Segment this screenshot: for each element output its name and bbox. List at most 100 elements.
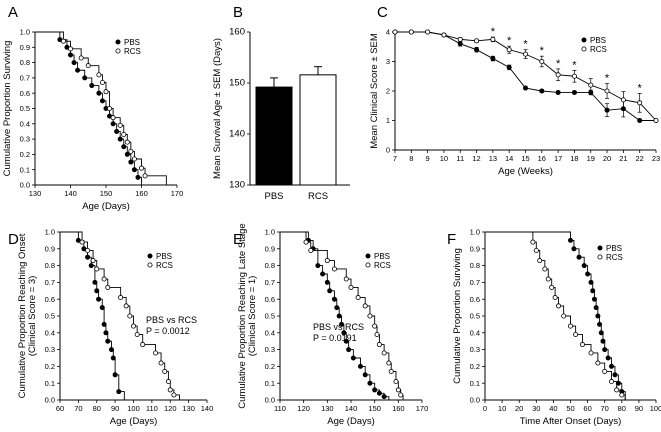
x-tick-label: 110: [146, 404, 158, 413]
x-tick-label: 15: [521, 154, 529, 163]
y-tick-label: 1: [386, 116, 390, 125]
data-point: [561, 313, 567, 319]
significance-star: *: [523, 39, 528, 51]
data-point: [89, 83, 95, 89]
data-point: [588, 350, 594, 356]
y-tick-label: 0.1: [265, 379, 275, 388]
y-axis-label-2: (Clinical Score = 3): [27, 276, 38, 357]
y-axis-label: Cumulative Proportion Reaching Onset: [17, 233, 28, 398]
data-point: [539, 88, 545, 94]
significance-star: *: [491, 26, 496, 38]
data-point: [585, 271, 591, 277]
data-point: [162, 368, 168, 374]
data-point: [153, 350, 159, 356]
data-point: [123, 303, 129, 309]
data-point: [576, 254, 582, 260]
y-tick-label: 0.9: [20, 43, 30, 52]
data-point: [158, 360, 164, 366]
category-label: PBS: [264, 191, 283, 202]
data-point: [523, 85, 529, 91]
significance-star: *: [605, 73, 610, 85]
legend-entry: RCS: [156, 261, 173, 270]
data-point: [542, 266, 548, 272]
data-point: [103, 330, 109, 336]
data-point: [165, 379, 171, 385]
y-tick-label: 0.8: [20, 58, 30, 67]
data-point: [131, 167, 137, 173]
data-point: [350, 355, 356, 361]
data-point: [117, 136, 123, 142]
data-point: [581, 46, 587, 52]
x-tick-label: 160: [135, 189, 148, 198]
data-point: [112, 372, 118, 378]
data-point: [595, 360, 601, 366]
x-tick-label: 70: [601, 404, 609, 413]
legend-entry: PBS: [124, 38, 140, 47]
x-tick-label: 0: [483, 404, 487, 413]
data-point: [612, 372, 618, 378]
y-tick-label: 0: [386, 146, 390, 155]
data-point: [362, 303, 368, 309]
x-tick-label: 18: [570, 154, 578, 163]
data-point: [147, 253, 153, 259]
panel-label: E: [233, 231, 243, 248]
data-point: [392, 29, 398, 35]
data-point: [395, 387, 401, 393]
x-tick-label: 40: [549, 404, 557, 413]
x-tick-label: 9: [426, 154, 430, 163]
y-tick-label: 0.3: [265, 345, 275, 354]
data-point: [530, 239, 536, 245]
x-tick-label: 170: [416, 404, 429, 413]
data-point: [138, 165, 144, 171]
data-point: [609, 379, 615, 385]
y-tick-label: 1.0: [265, 228, 275, 237]
data-point: [115, 39, 121, 45]
data-point: [79, 239, 85, 245]
data-point: [602, 368, 608, 374]
x-tick-label: 50: [566, 404, 574, 413]
x-tick-label: 21: [619, 154, 627, 163]
y-tick-label: 0.2: [45, 362, 55, 371]
data-point: [110, 355, 116, 361]
x-axis-label: Age (Weeks): [498, 166, 553, 177]
data-point: [571, 246, 577, 252]
x-tick-label: 14: [505, 154, 513, 163]
data-point: [90, 258, 96, 264]
data-point: [101, 321, 107, 327]
y-axis-label: Mean Survival Age ± SEM (Days): [212, 38, 223, 179]
data-point: [490, 36, 496, 42]
data-point: [336, 313, 342, 319]
x-tick-label: 150: [368, 404, 381, 413]
x-tick-label: 100: [650, 404, 661, 413]
significance-star: *: [638, 82, 643, 94]
data-point: [579, 342, 585, 348]
data-point: [381, 394, 387, 400]
data-point: [99, 79, 105, 85]
data-point: [506, 64, 512, 70]
y-tick-label: 0.3: [20, 135, 30, 144]
legend-entry: PBS: [374, 252, 390, 261]
data-point: [108, 347, 114, 353]
data-point: [365, 262, 371, 268]
data-point: [568, 237, 574, 243]
step-line: [485, 231, 626, 400]
legend-entry: PBS: [590, 36, 606, 45]
data-point: [105, 338, 111, 344]
x-tick-label: 110: [274, 404, 286, 413]
x-axis-label: Age (Days): [327, 416, 375, 427]
data-point: [545, 276, 551, 282]
data-point: [376, 390, 382, 396]
y-tick-label: 0.1: [470, 379, 480, 388]
series-rcs: [485, 231, 626, 400]
data-point: [110, 115, 116, 121]
x-tick-label: 90: [111, 404, 119, 413]
data-point: [85, 254, 91, 260]
data-point: [604, 107, 610, 113]
data-point: [597, 254, 603, 260]
series-rcs: [60, 231, 180, 400]
data-point: [355, 295, 361, 301]
y-tick-label: 1.0: [470, 228, 480, 237]
y-tick-label: 0.7: [470, 278, 480, 287]
x-tick-label: 11: [456, 154, 464, 163]
y-tick-label: 0.3: [45, 345, 55, 354]
